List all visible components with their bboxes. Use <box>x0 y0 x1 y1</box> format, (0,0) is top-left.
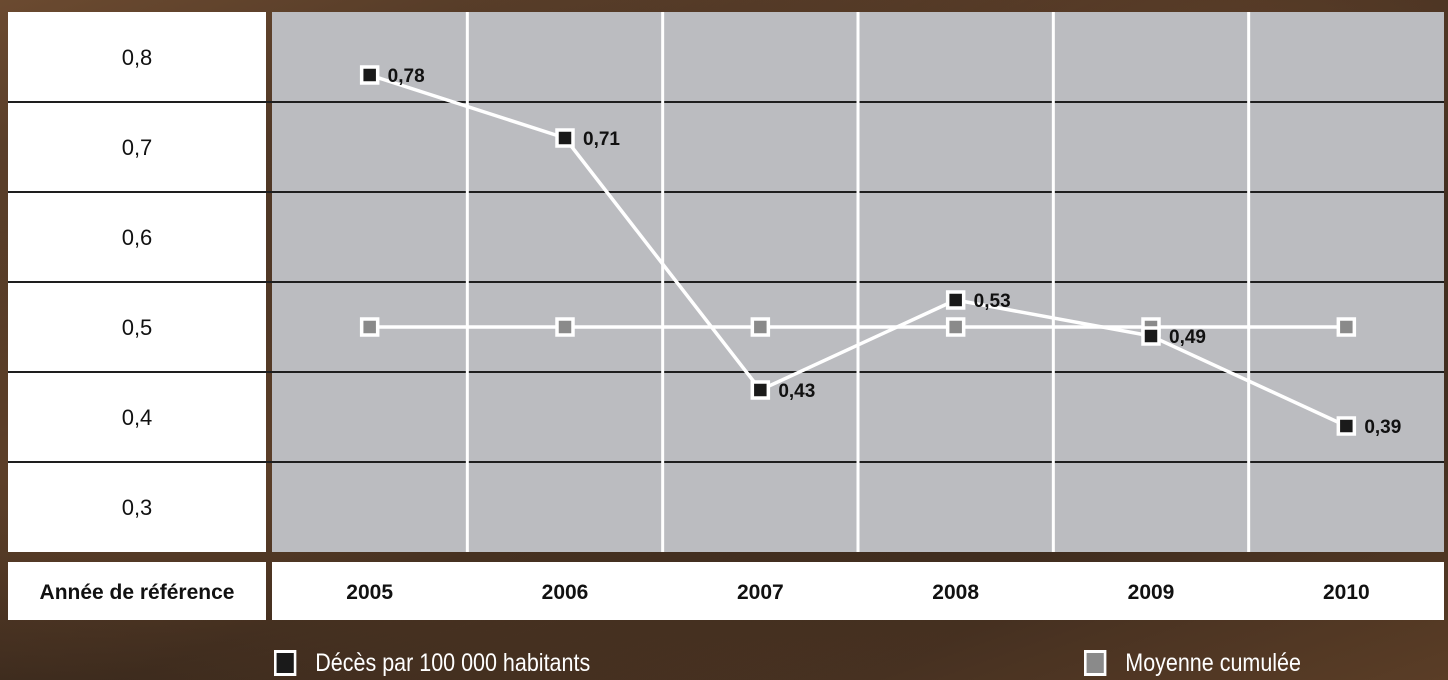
x-tick-label: 2009 <box>1128 581 1175 604</box>
x-axis-panel: Année de référence 2005 2006 2007 2008 2009 20… <box>8 562 1444 620</box>
legend-label-deces: Décès par 100 000 habitants <box>315 648 591 677</box>
data-point <box>750 380 771 400</box>
legend-label-moyenne: Moyenne cumulée <box>1125 648 1301 677</box>
data-label: 0,71 <box>583 129 620 150</box>
data-point <box>555 128 575 148</box>
legend-item-deces: Décès par 100 000 habitants <box>274 646 590 680</box>
series-line <box>369 73 1348 428</box>
data-point <box>359 65 380 85</box>
data-point <box>945 317 966 337</box>
legend-item-moyenne: Moyenne cumulée <box>1084 646 1301 680</box>
gridlines <box>8 12 1444 552</box>
x-tick-label: 2008 <box>932 581 979 604</box>
y-tick-label: 0,6 <box>122 225 153 250</box>
x-tick-label: 2006 <box>542 581 589 604</box>
legend-swatch-deces <box>274 650 297 676</box>
data-label: 0,78 <box>388 66 425 87</box>
y-tick-label: 0,8 <box>122 45 153 70</box>
series-layer <box>359 65 1357 436</box>
y-tick-label: 0,4 <box>122 405 153 430</box>
chart: 0,8 0,7 0,6 0,5 0,4 0,3 Année de référence 200… <box>8 12 1444 620</box>
x-tick-label: 2005 <box>346 581 393 604</box>
y-tick-label: 0,3 <box>122 495 153 520</box>
data-point <box>945 290 966 310</box>
x-axis-header-cell <box>8 562 266 620</box>
data-point <box>750 317 771 337</box>
data-point <box>1141 326 1161 346</box>
data-point <box>1336 416 1357 436</box>
data-labels: 0,78 0,71 0,43 0,53 0,49 0,39 <box>388 66 1402 438</box>
x-tick-label: 2007 <box>737 581 784 604</box>
data-point <box>359 317 380 337</box>
y-tick-label: 0,5 <box>122 315 153 340</box>
data-point <box>555 317 575 337</box>
data-label: 0,39 <box>1364 417 1401 438</box>
x-axis-title: Année de référence <box>40 581 235 604</box>
data-point <box>1336 317 1357 337</box>
data-label: 0,43 <box>778 381 815 402</box>
x-tick-label: 2010 <box>1323 581 1370 604</box>
data-label: 0,49 <box>1169 327 1206 348</box>
data-label: 0,53 <box>974 291 1011 312</box>
x-axis-background <box>272 562 1444 620</box>
legend-swatch-moyenne <box>1084 650 1107 676</box>
y-tick-label: 0,7 <box>122 135 153 160</box>
